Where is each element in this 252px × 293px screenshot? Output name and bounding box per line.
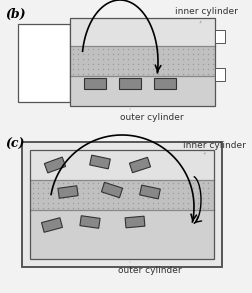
Text: inner cylinder: inner cylinder [174,7,237,23]
Text: outer cylinder: outer cylinder [117,262,181,275]
Polygon shape [139,185,160,199]
Bar [214,30,224,43]
Text: outer cylinder: outer cylinder [119,109,183,122]
Polygon shape [44,157,65,173]
Polygon shape [101,182,122,198]
Text: inner cylinder: inner cylinder [182,141,245,154]
Bar [70,18,214,46]
Polygon shape [41,218,62,232]
Bar [30,150,213,259]
Polygon shape [153,78,175,88]
Bar [70,76,214,106]
Polygon shape [58,186,78,198]
Bar [30,150,213,180]
Bar [214,68,224,81]
Polygon shape [118,78,140,88]
Polygon shape [80,216,100,228]
Bar [70,18,214,106]
Bar [30,210,213,259]
Bar [22,142,221,267]
Bar [22,142,221,267]
Bar [30,180,213,210]
Bar [70,46,214,76]
Polygon shape [124,216,144,228]
Bar [30,150,213,259]
Text: (b): (b) [5,8,25,21]
Polygon shape [89,155,110,169]
Polygon shape [129,157,150,173]
Text: (c): (c) [5,138,24,151]
Polygon shape [84,78,106,88]
Bar [18,24,70,102]
